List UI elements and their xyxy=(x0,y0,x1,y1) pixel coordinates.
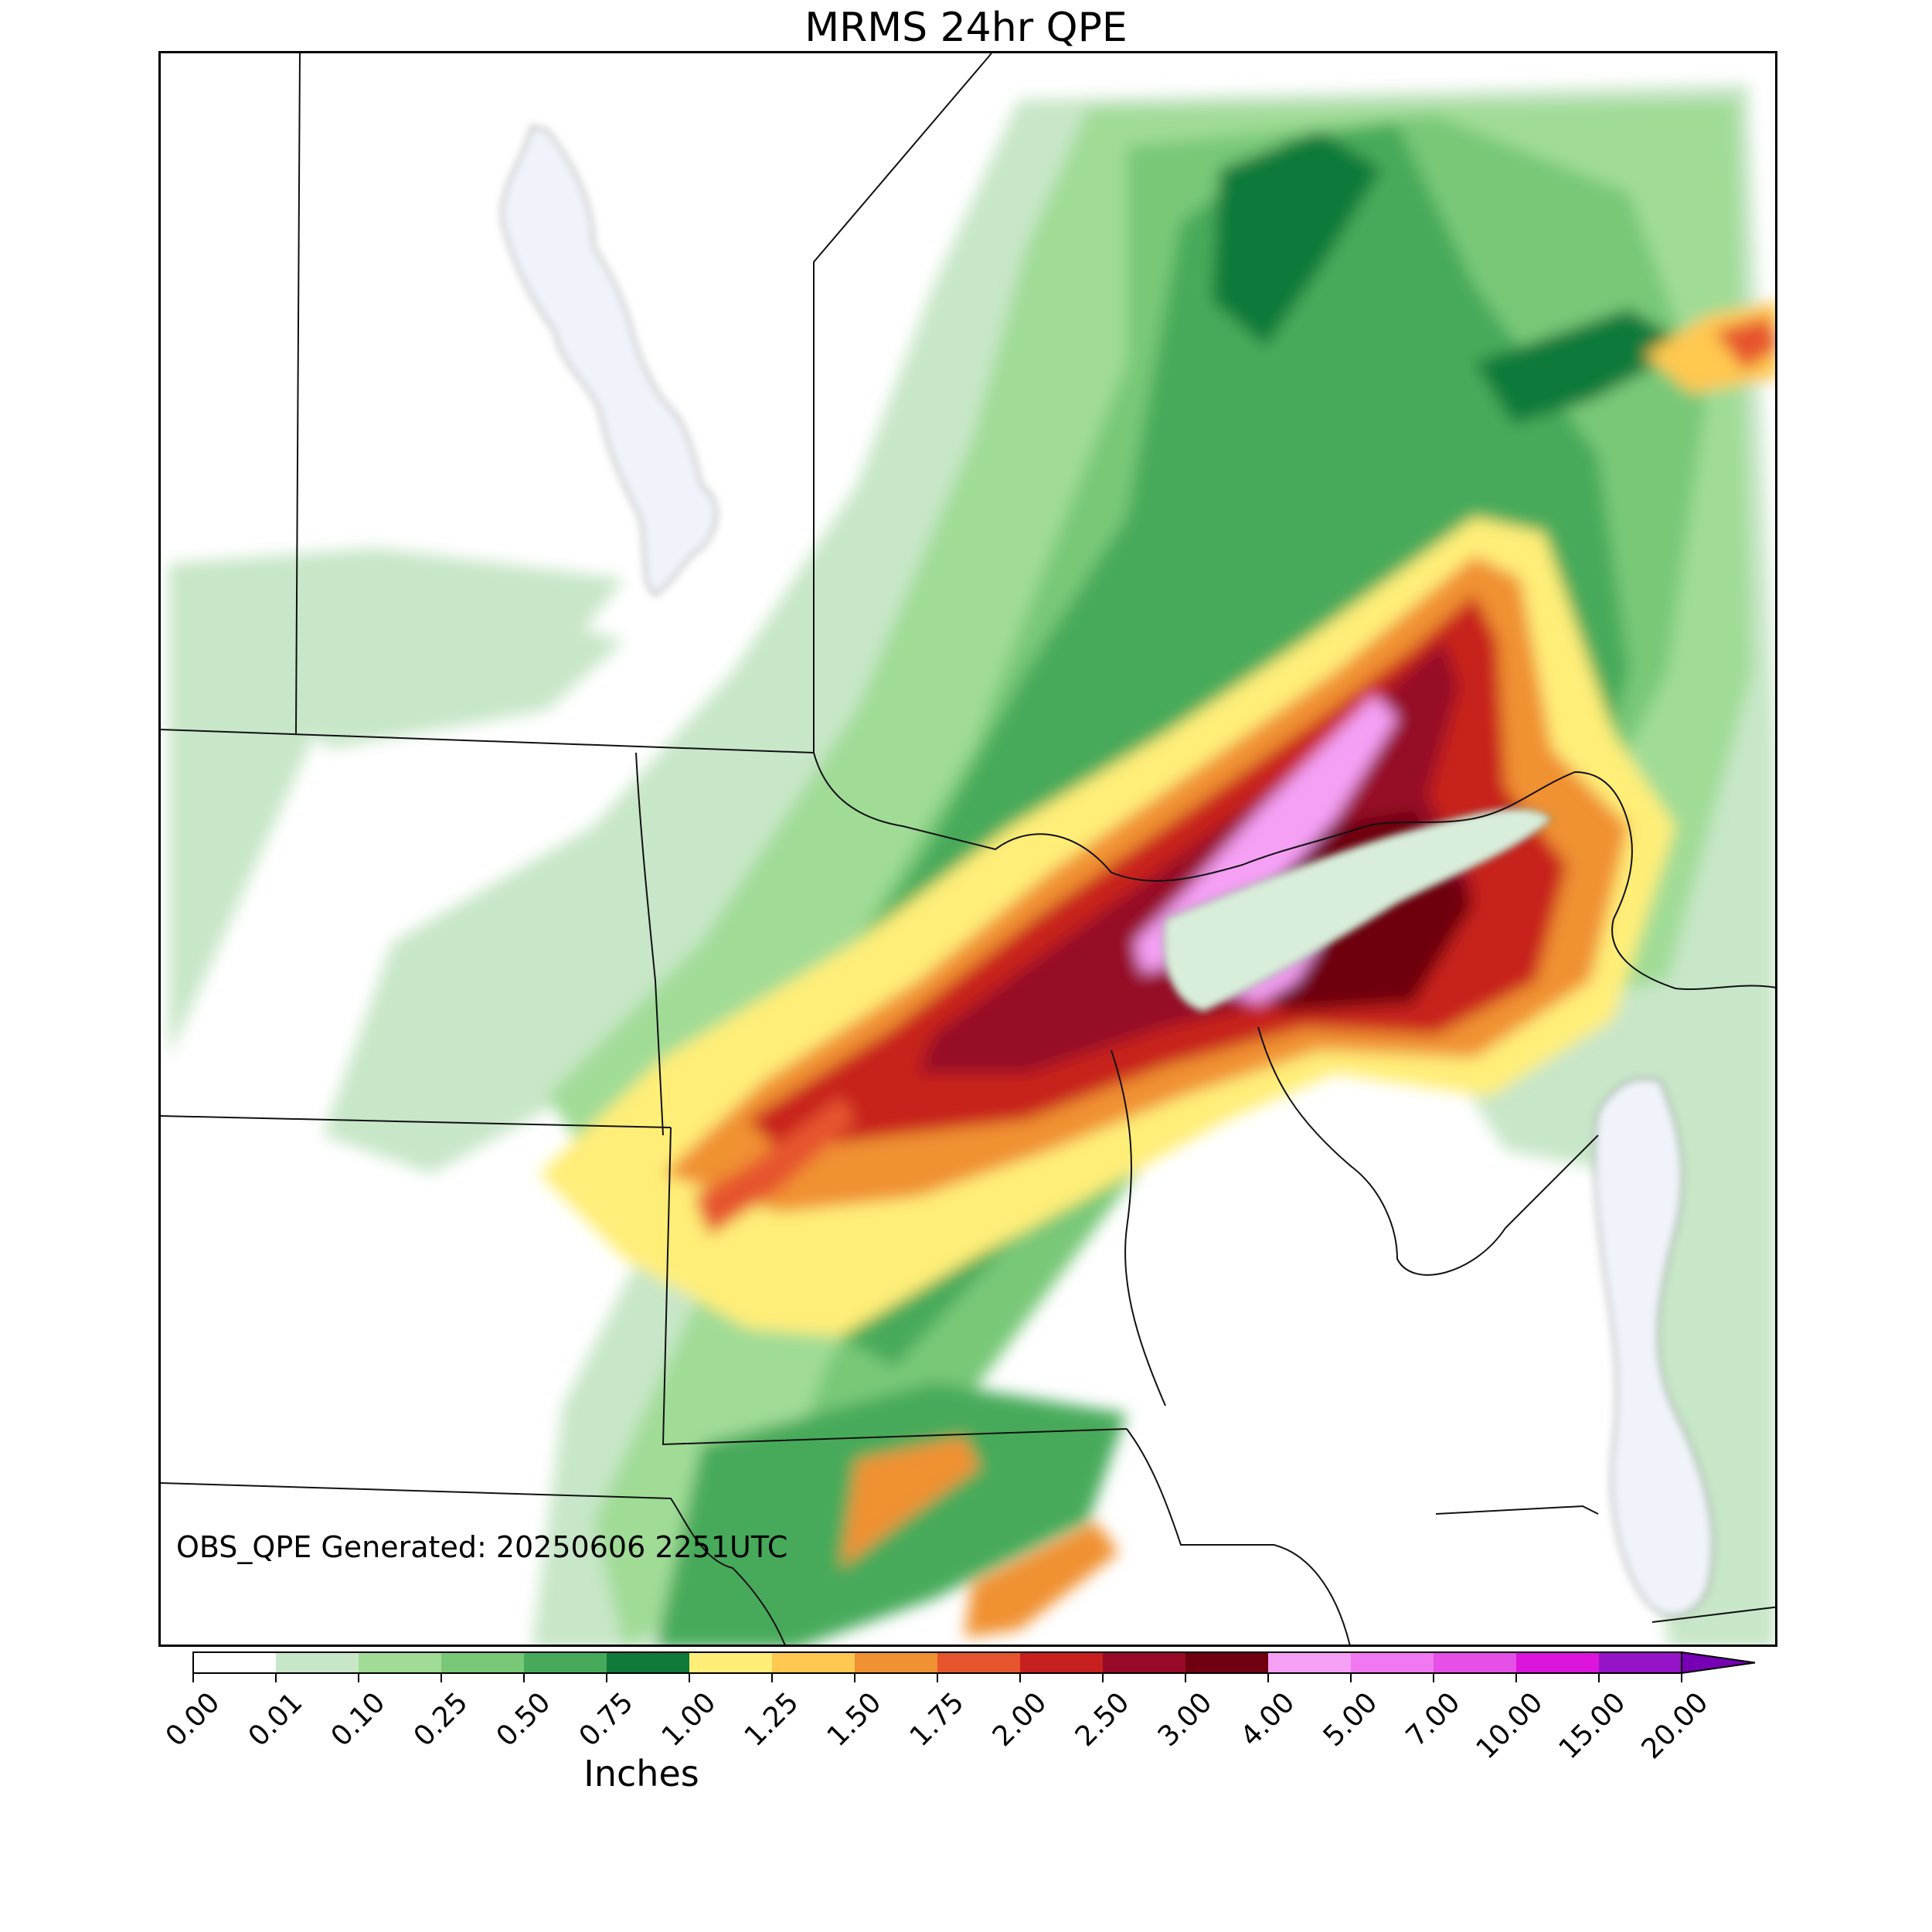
border-12 xyxy=(1651,1606,1775,1623)
colorbar-segment xyxy=(1185,1652,1268,1673)
colorbar-tick-label: 0.00 xyxy=(160,1686,226,1753)
border-4 xyxy=(813,752,1775,991)
border-13 xyxy=(1111,1049,1166,1406)
colorbar-segment xyxy=(772,1652,855,1673)
colorbar-tick-label: 5.00 xyxy=(1318,1686,1384,1753)
colorbar-segment xyxy=(1599,1652,1682,1673)
colorbar-tick-label: 2.00 xyxy=(987,1686,1053,1753)
colorbar-segment xyxy=(689,1652,772,1673)
precip-ne-core xyxy=(1714,316,1775,370)
border-5 xyxy=(635,752,664,1136)
precip-0.75 xyxy=(1212,131,1382,347)
colorbar-segment xyxy=(1268,1652,1351,1673)
colorbar-tick-label: 0.50 xyxy=(491,1686,557,1753)
precip-south-streak-1 xyxy=(841,1437,980,1568)
map-panel[interactable] xyxy=(158,51,1777,1647)
lakes xyxy=(501,125,1713,1617)
lake-winnipeg xyxy=(501,125,717,596)
border-1 xyxy=(161,729,815,753)
precip-south-streak-2 xyxy=(964,1522,1119,1638)
colorbar-segment xyxy=(855,1652,937,1673)
colorbar-label: Inches xyxy=(583,1753,699,1794)
colorbar-tick-label: 0.10 xyxy=(325,1686,392,1753)
political-borders xyxy=(161,53,1775,1645)
border-8 xyxy=(1126,1428,1351,1645)
colorbar-segment xyxy=(937,1652,1020,1673)
border-2 xyxy=(813,53,992,753)
border-7 xyxy=(662,1127,1128,1446)
border-9 xyxy=(161,1482,786,1645)
colorbar-tick-label: 1.75 xyxy=(904,1686,971,1753)
precip-4.00-a xyxy=(1134,695,1397,973)
colorbar-tick-label: 0.75 xyxy=(573,1686,640,1753)
colorbar-segment xyxy=(193,1652,276,1673)
lake-superior xyxy=(1162,808,1553,1013)
colorbar-tick-label: 1.00 xyxy=(656,1686,723,1753)
colorbar-segment xyxy=(1516,1652,1599,1673)
colorbar-segment xyxy=(1434,1652,1516,1673)
colorbar-tick-label: 0.25 xyxy=(408,1686,474,1753)
precip-sw-streak xyxy=(694,1097,856,1236)
precip-field xyxy=(168,84,1775,1645)
colorbar-tick-label: 4.00 xyxy=(1235,1686,1301,1753)
colorbar-tick-label: 20.00 xyxy=(1636,1686,1715,1765)
border-3 xyxy=(295,53,301,734)
colorbar-outline xyxy=(192,1651,1682,1674)
chart-title: MRMS 24hr QPE xyxy=(804,5,1128,51)
colorbar-segment xyxy=(607,1652,689,1673)
precip-0.75-b xyxy=(1475,308,1691,424)
border-6 xyxy=(161,1115,672,1128)
colorbar-tick-label: 2.50 xyxy=(1070,1686,1136,1753)
colorbar-tick-label: 7.00 xyxy=(1400,1686,1467,1753)
lake-michigan xyxy=(1594,1078,1713,1617)
colorbar-extend-arrow xyxy=(1681,1651,1756,1675)
colorbar-tick-label: 1.25 xyxy=(739,1686,805,1753)
colorbar-segment xyxy=(276,1652,359,1673)
generated-annotation: OBS_QPE Generated: 20250606 2251UTC xyxy=(176,1530,788,1564)
colorbar-segment xyxy=(1351,1652,1434,1673)
colorbar-segment xyxy=(524,1652,607,1673)
colorbar-tick-label: 10.00 xyxy=(1471,1686,1549,1765)
colorbar-tick-label: 15.00 xyxy=(1553,1686,1632,1765)
colorbar-tick-label: 0.01 xyxy=(243,1686,309,1753)
precip-0.01-northwest xyxy=(253,594,624,749)
qpe-map xyxy=(161,53,1775,1645)
colorbar-tick-label: 3.00 xyxy=(1152,1686,1219,1753)
colorbar-tick-label: 1.50 xyxy=(821,1686,888,1753)
colorbar-segment xyxy=(1103,1652,1185,1673)
colorbar-segment xyxy=(359,1652,441,1673)
colorbar-segment xyxy=(1020,1652,1103,1673)
border-10 xyxy=(1257,1026,1599,1276)
border-11 xyxy=(1435,1505,1599,1515)
colorbar-segment xyxy=(441,1652,524,1673)
